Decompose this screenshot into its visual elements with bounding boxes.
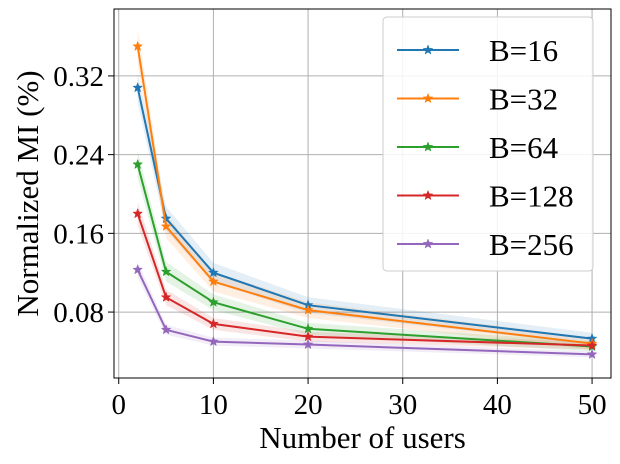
data-point-b-16	[207, 266, 219, 278]
legend-marker	[422, 141, 434, 152]
data-point-b-64	[160, 266, 172, 277]
data-point-b-256	[207, 335, 219, 347]
plot-frame	[113, 8, 612, 379]
y-tick-label: 0.08	[53, 297, 104, 329]
data-point-b-128	[302, 330, 314, 342]
x-tick-label: 20	[294, 389, 323, 421]
data-point-b-256	[586, 348, 598, 360]
legend-entry-label: B=32	[489, 82, 558, 117]
data-point-b-64	[207, 296, 219, 307]
data-point-b-128	[207, 318, 219, 329]
data-point-b-128	[132, 207, 144, 219]
data-point-b-256	[132, 264, 144, 275]
data-point-b-32	[132, 40, 144, 52]
data-point-b-32	[302, 304, 314, 315]
x-tick-label: 10	[199, 389, 228, 421]
legend-entry-label: B=128	[489, 179, 574, 214]
y-tick-label: 0.16	[53, 218, 104, 250]
legend-entry-label: B=256	[489, 227, 574, 262]
legend-box	[382, 16, 594, 272]
data-point-b-32	[207, 275, 219, 287]
legend-marker	[422, 238, 434, 249]
y-tick-label: 0.24	[53, 140, 104, 172]
data-point-b-16	[132, 82, 144, 93]
y-tick-label: 0.32	[53, 61, 104, 93]
band-b-16	[137, 72, 593, 345]
data-point-b-256	[160, 324, 172, 335]
legend-marker	[422, 44, 434, 55]
axis-ticks: 0 10 20 30 40 50 0.08 0.16 0.24 0.32	[53, 61, 606, 421]
series-lines	[132, 40, 598, 360]
data-point-b-64	[132, 158, 144, 170]
data-point-b-32	[160, 220, 172, 232]
confidence-bands	[137, 28, 593, 358]
data-point-b-64	[302, 323, 314, 334]
x-tick-label: 30	[388, 389, 417, 421]
x-tick-label: 0	[111, 389, 126, 421]
data-point-b-128	[586, 339, 598, 351]
data-point-b-128	[160, 291, 172, 302]
legend-entry-label: B=64	[489, 130, 559, 165]
y-axis-label: Normalized MI (%)	[10, 70, 45, 316]
legend-marker	[422, 92, 434, 104]
legend-marker	[422, 189, 434, 201]
x-axis-label: Number of users	[259, 420, 466, 455]
legend: B=16 B=32 B=64 B=128 B=256	[382, 16, 594, 272]
x-tick-label: 40	[483, 389, 512, 421]
legend-entry-label: B=16	[489, 33, 558, 68]
data-point-b-256	[302, 338, 314, 350]
x-tick-label: 50	[578, 389, 607, 421]
